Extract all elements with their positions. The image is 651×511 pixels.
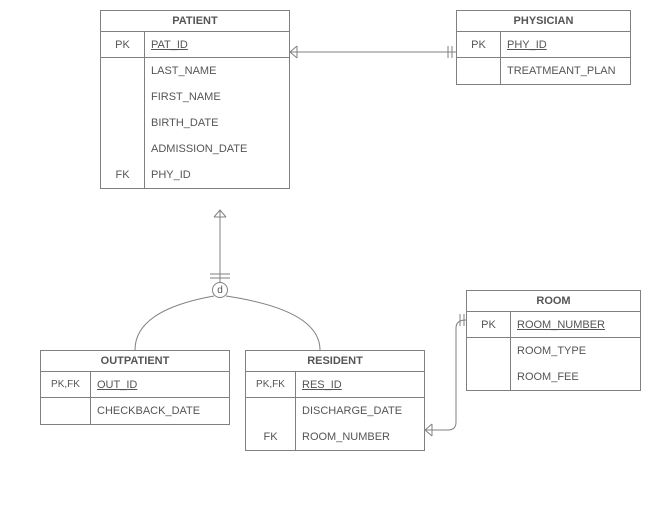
key-cell: FK xyxy=(101,162,144,188)
attr-cell: OUT_ID xyxy=(91,372,229,398)
entity-physician: PHYSICIAN PK PHY_ID TREATMEANT_PLAN xyxy=(456,10,631,85)
key-cell: PK xyxy=(101,32,144,58)
entity-title: OUTPATIENT xyxy=(41,351,229,372)
key-cell: PK xyxy=(467,312,510,338)
key-cell xyxy=(101,84,144,110)
attr-cell: PHY_ID xyxy=(145,162,289,188)
attr-cell: RES_ID xyxy=(296,372,424,398)
attr-cell: LAST_NAME xyxy=(145,58,289,84)
key-cell xyxy=(457,58,500,84)
key-cell xyxy=(101,110,144,136)
entity-title: PHYSICIAN xyxy=(457,11,630,32)
entity-title: ROOM xyxy=(467,291,640,312)
entity-patient: PATIENT PK FK PAT_ID LAST_NAME FIRST_NAM… xyxy=(100,10,290,189)
attr-cell: ROOM_FEE xyxy=(511,364,640,390)
key-cell: FK xyxy=(246,424,295,450)
attr-cell: FIRST_NAME xyxy=(145,84,289,110)
entity-title: RESIDENT xyxy=(246,351,424,372)
entity-title: PATIENT xyxy=(101,11,289,32)
attr-cell: PHY_ID xyxy=(501,32,630,58)
attr-cell: PAT_ID xyxy=(145,32,289,58)
attr-cell: ROOM_NUMBER xyxy=(296,424,424,450)
attr-cell: ROOM_NUMBER xyxy=(511,312,640,338)
entity-room: ROOM PK ROOM_NUMBER ROOM_TYPE ROOM_FEE xyxy=(466,290,641,391)
attr-cell: DISCHARGE_DATE xyxy=(296,398,424,424)
attr-cell: ROOM_TYPE xyxy=(511,338,640,364)
key-cell xyxy=(101,58,144,84)
key-cell xyxy=(467,338,510,364)
key-cell: PK xyxy=(457,32,500,58)
entity-resident: RESIDENT PK,FK FK RES_ID DISCHARGE_DATE … xyxy=(245,350,425,451)
attr-cell: BIRTH_DATE xyxy=(145,110,289,136)
key-cell xyxy=(41,398,90,424)
key-cell xyxy=(101,136,144,162)
entity-outpatient: OUTPATIENT PK,FK OUT_ID CHECKBACK_DATE xyxy=(40,350,230,425)
key-cell xyxy=(467,364,510,390)
attr-cell: ADMISSION_DATE xyxy=(145,136,289,162)
key-cell: PK,FK xyxy=(41,372,90,398)
key-cell: PK,FK xyxy=(246,372,295,398)
attr-cell: TREATMEANT_PLAN xyxy=(501,58,630,84)
subtype-discriminator: d xyxy=(212,282,228,298)
key-cell xyxy=(246,398,295,424)
attr-cell: CHECKBACK_DATE xyxy=(91,398,229,424)
